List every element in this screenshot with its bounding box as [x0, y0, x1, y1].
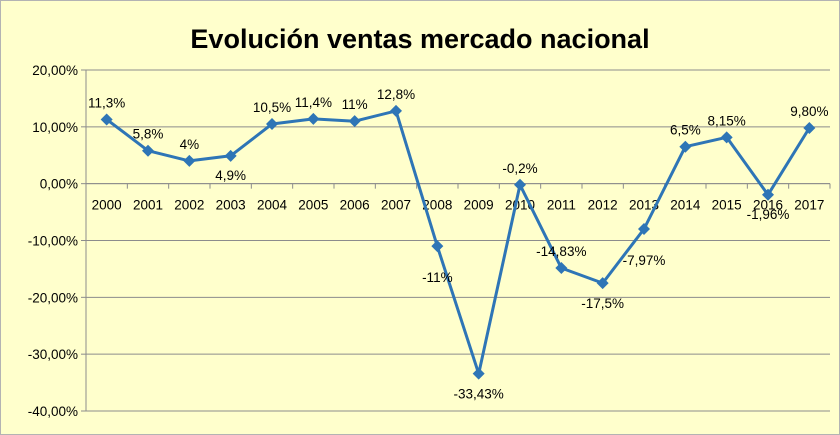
data-point [596, 277, 609, 290]
data-label: -11% [422, 270, 453, 285]
x-tick-label: 2008 [422, 198, 452, 213]
data-label: -14,83% [536, 244, 586, 259]
x-tick-label: 2016 [753, 198, 783, 213]
chart-title: Evolución ventas mercado nacional [190, 24, 650, 54]
data-point [638, 222, 650, 235]
data-point [307, 112, 320, 125]
y-tick-label: 10,00% [32, 120, 78, 135]
data-point [348, 115, 361, 128]
data-label: -17,5% [581, 296, 624, 311]
data-point [803, 121, 816, 134]
x-tick-label: 2000 [92, 198, 122, 213]
x-tick-label: 2006 [340, 198, 370, 213]
data-label: 4% [180, 137, 200, 152]
x-tick-label: 2015 [712, 198, 742, 213]
data-point [472, 367, 485, 380]
x-tick-label: 2005 [298, 198, 328, 213]
data-point [555, 261, 568, 274]
x-tick-label: 2009 [464, 198, 494, 213]
data-label: -1,96% [747, 207, 790, 222]
x-tick-label: 2003 [216, 198, 246, 213]
x-tick-label: 2007 [381, 198, 411, 213]
x-tick-label: 2002 [174, 198, 204, 213]
data-label: -0,2% [502, 161, 537, 176]
y-tick-label: 0,00% [40, 177, 78, 192]
y-tick-label: -40,00% [28, 404, 78, 419]
y-tick-label: -10,00% [28, 234, 78, 249]
series-line [105, 109, 811, 376]
data-label: -7,97% [623, 253, 666, 268]
y-tick-label: -20,00% [28, 290, 78, 305]
data-point [100, 113, 113, 126]
data-point [720, 131, 733, 144]
data-point [679, 140, 692, 153]
data-label: 8,15% [708, 113, 746, 128]
x-tick-label: 2017 [794, 198, 824, 213]
data-label: 9,80% [790, 104, 828, 119]
data-label: 4,9% [215, 168, 246, 183]
x-tick-label: 2014 [670, 198, 701, 213]
data-point [390, 104, 402, 117]
data-point [183, 154, 196, 167]
y-tick-label: -30,00% [28, 347, 78, 362]
y-tick-label: 20,00% [32, 63, 78, 78]
data-point [762, 188, 774, 201]
data-point [142, 144, 154, 157]
data-point [431, 240, 444, 253]
data-label: 12,8% [377, 87, 415, 102]
data-label: 11% [342, 97, 368, 112]
x-tick-label: 2001 [133, 198, 163, 213]
data-label: 6,5% [670, 123, 701, 138]
data-label: -33,43% [454, 387, 504, 402]
data-label: 10,5% [253, 100, 291, 115]
data-point [224, 149, 237, 162]
data-point [266, 117, 278, 130]
x-tick-label: 2013 [629, 198, 659, 213]
data-label: 11,4% [295, 95, 332, 110]
x-tick-label: 2012 [588, 198, 618, 213]
x-tick-label: 2004 [257, 198, 288, 213]
data-label: 11,3% [88, 95, 125, 110]
data-point [514, 178, 526, 191]
data-label: 5,8% [133, 127, 164, 142]
x-tick-label: 2011 [547, 198, 576, 213]
